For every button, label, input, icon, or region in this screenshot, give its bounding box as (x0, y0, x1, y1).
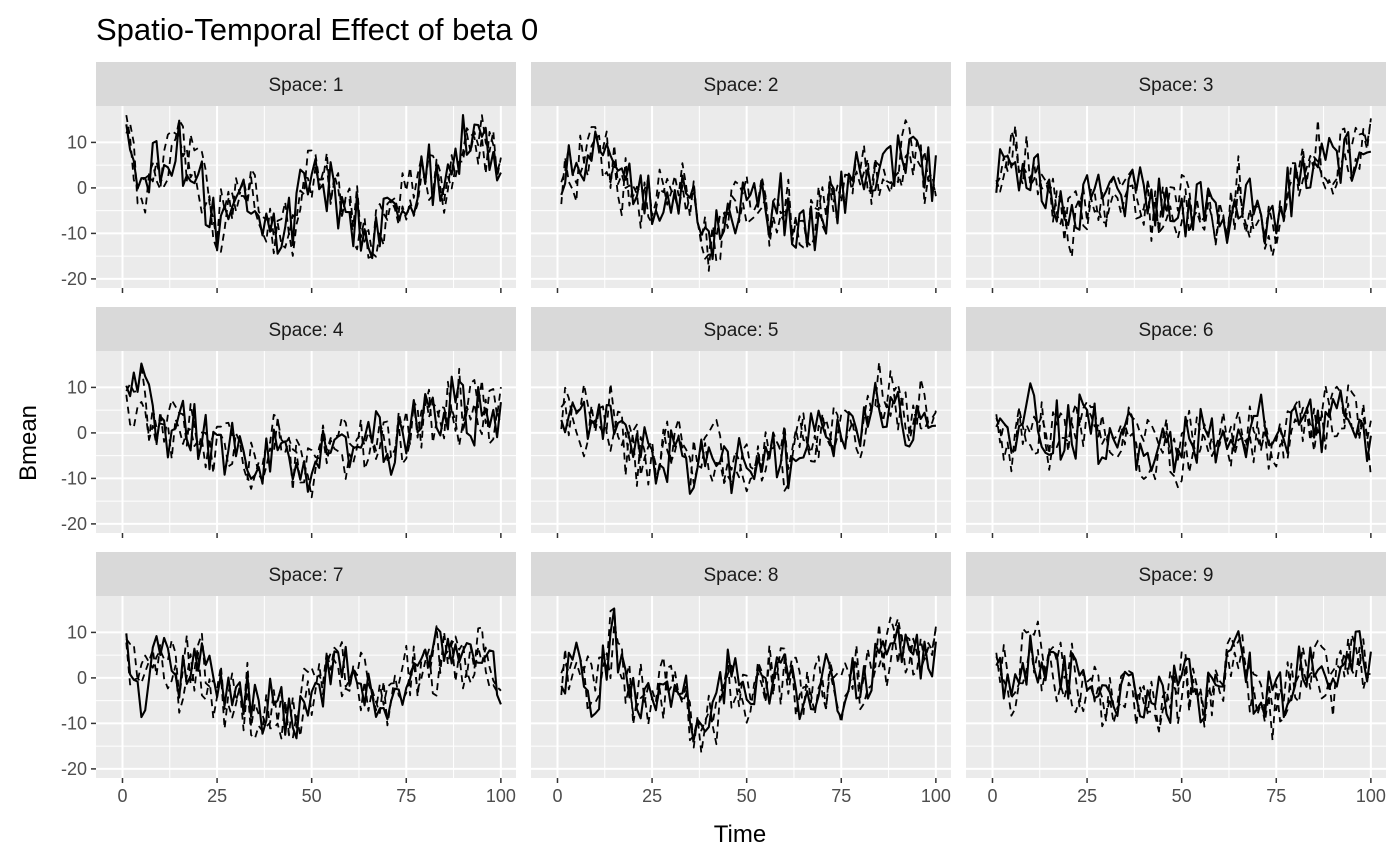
facet-strip (966, 552, 1386, 596)
y-tick-label: -10 (61, 468, 87, 488)
y-tick-label: 0 (77, 178, 87, 198)
facet-space-3: Space: 3 (966, 62, 1386, 293)
series-line-dashed (995, 384, 1372, 468)
x-tick-label: 75 (831, 786, 851, 806)
series-line-solid (125, 114, 502, 260)
x-tick-label: 50 (737, 786, 757, 806)
series-line-dashed (125, 122, 502, 258)
y-axis-title: Bmean (15, 405, 42, 481)
facet-strip-label: Space: 6 (1139, 320, 1214, 341)
x-tick-label: 0 (987, 786, 997, 806)
facet-strip-label: Space: 9 (1139, 565, 1214, 586)
facet-strip (96, 307, 516, 351)
y-tick-label: -20 (61, 514, 87, 534)
facet-space-4: Space: 4 -20 -10 0 10 (61, 307, 516, 538)
facet-space-6: Space: 6 (966, 307, 1386, 538)
facet-strip (96, 62, 516, 106)
series-line-dashed (560, 361, 937, 484)
facet-strip (966, 307, 1386, 351)
facet-strip-label: Space: 4 (269, 320, 344, 341)
series-line-dashed (125, 388, 502, 499)
y-tick-label: -20 (61, 269, 87, 289)
x-tick-label: 100 (921, 786, 951, 806)
y-tick-label: 10 (67, 622, 87, 642)
facet-strip-label: Space: 8 (704, 565, 779, 586)
facet-strip (966, 62, 1386, 106)
facet-strip-label: Space: 3 (1139, 75, 1214, 96)
facet-strip (531, 62, 951, 106)
facet-strip-label: Space: 1 (269, 75, 344, 96)
x-tick-label: 75 (1266, 786, 1286, 806)
chart-title: Spatio-Temporal Effect of beta 0 (96, 12, 538, 47)
x-tick-label: 25 (642, 786, 662, 806)
series-line-dashed (125, 640, 502, 740)
y-tick-label: 0 (77, 668, 87, 688)
series-line-dashed (995, 637, 1372, 741)
x-tick-label: 100 (486, 786, 516, 806)
series-line-dashed (125, 625, 502, 737)
x-tick-label: 0 (117, 786, 127, 806)
panel-background (531, 351, 951, 533)
x-tick-label: 25 (1077, 786, 1097, 806)
facet-strip (531, 552, 951, 596)
series-line-solid (125, 626, 502, 740)
y-tick-label: -10 (61, 223, 87, 243)
facet-strip-label: Space: 7 (269, 565, 344, 586)
series-line-solid (125, 362, 502, 493)
panel-background (966, 596, 1386, 778)
facet-panels: Space: 1 -20 -10 0 10 Space: 2 Space: 3 Space: … (61, 62, 1386, 806)
facet-strip-label: Space: 5 (704, 320, 779, 341)
series-line-solid (995, 131, 1372, 245)
series-line-dashed (560, 134, 937, 263)
facet-strip-label: Space: 2 (704, 75, 779, 96)
y-tick-label: 10 (67, 377, 87, 397)
facet-strip (531, 307, 951, 351)
panel-background (96, 351, 516, 533)
facet-strip (96, 552, 516, 596)
series-line-dashed (125, 114, 502, 259)
y-tick-label: 0 (77, 423, 87, 443)
series-line-solid (995, 630, 1372, 724)
panel-background (96, 106, 516, 288)
x-axis-title: Time (714, 821, 766, 848)
x-tick-label: 50 (302, 786, 322, 806)
series-line-solid (560, 381, 936, 495)
facet-space-2: Space: 2 (531, 62, 951, 293)
series-line-solid (995, 382, 1372, 474)
series-line-dashed (560, 623, 937, 754)
facet-space-5: Space: 5 (531, 307, 951, 538)
x-tick-label: 50 (1172, 786, 1192, 806)
x-tick-label: 75 (396, 786, 416, 806)
y-tick-label: -20 (61, 759, 87, 779)
panel-background (96, 596, 516, 778)
y-tick-label: 10 (67, 132, 87, 152)
series-line-dashed (560, 386, 937, 494)
facet-space-1: Space: 1 -20 -10 0 10 (61, 62, 516, 293)
facet-space-8: Space: 8 0 25 50 75 100 (531, 552, 951, 806)
facet-space-9: Space: 9 0 25 50 75 100 (966, 552, 1386, 806)
series-line-dashed (995, 118, 1372, 247)
x-tick-label: 25 (207, 786, 227, 806)
y-tick-label: -10 (61, 713, 87, 733)
series-line-dashed (995, 401, 1372, 489)
x-tick-label: 100 (1356, 786, 1386, 806)
x-tick-label: 0 (552, 786, 562, 806)
